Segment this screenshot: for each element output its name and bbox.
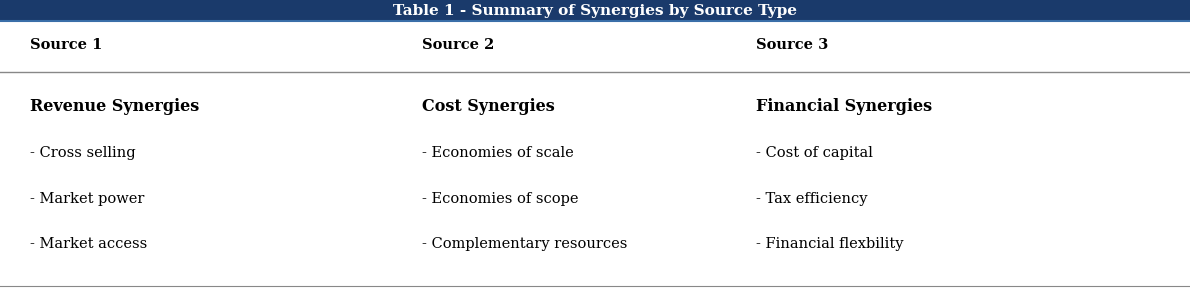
Text: - Financial flexbility: - Financial flexbility [756, 237, 903, 251]
Text: Financial Synergies: Financial Synergies [756, 98, 932, 115]
Text: - Cross selling: - Cross selling [30, 146, 136, 160]
Text: - Complementary resources: - Complementary resources [422, 237, 628, 251]
Text: Source 3: Source 3 [756, 38, 828, 52]
Text: - Economies of scope: - Economies of scope [422, 192, 580, 206]
Text: Revenue Synergies: Revenue Synergies [30, 98, 199, 115]
Text: - Tax efficiency: - Tax efficiency [756, 192, 868, 206]
Text: Table 1 - Summary of Synergies by Source Type: Table 1 - Summary of Synergies by Source… [393, 4, 797, 18]
Text: - Market power: - Market power [30, 192, 144, 206]
Text: - Economies of scale: - Economies of scale [422, 146, 575, 160]
Text: Source 2: Source 2 [422, 38, 495, 52]
Text: Source 1: Source 1 [30, 38, 102, 52]
Text: - Market access: - Market access [30, 237, 148, 251]
Bar [0, 0, 1190, 21]
Text: - Cost of capital: - Cost of capital [756, 146, 872, 160]
Text: Cost Synergies: Cost Synergies [422, 98, 556, 115]
